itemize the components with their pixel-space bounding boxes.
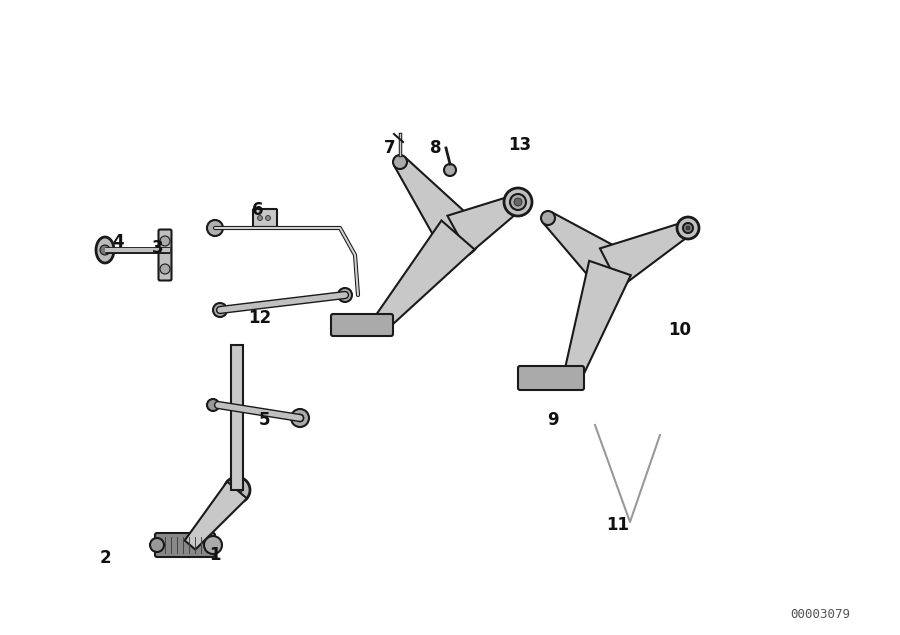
Circle shape [444,164,456,176]
Circle shape [677,217,699,239]
Circle shape [217,307,223,313]
Circle shape [588,246,632,290]
Circle shape [100,245,110,255]
Text: 12: 12 [248,309,272,327]
FancyBboxPatch shape [518,366,584,390]
Circle shape [160,264,170,274]
Text: 8: 8 [430,139,442,157]
Circle shape [504,188,532,216]
Circle shape [342,292,348,298]
Ellipse shape [96,237,114,263]
Circle shape [510,194,526,210]
Polygon shape [231,345,243,490]
Circle shape [686,226,690,230]
Circle shape [541,211,555,225]
Polygon shape [184,481,247,549]
Circle shape [266,215,271,220]
Text: 7: 7 [384,139,396,157]
Polygon shape [447,195,522,254]
Circle shape [454,231,462,239]
Polygon shape [544,213,624,285]
Circle shape [160,236,170,246]
Circle shape [150,538,164,552]
FancyBboxPatch shape [158,229,172,281]
FancyBboxPatch shape [155,533,215,557]
Text: 4: 4 [112,233,124,251]
Circle shape [436,213,480,257]
Circle shape [232,485,242,495]
Text: 6: 6 [252,201,264,219]
Text: 11: 11 [607,516,629,534]
Circle shape [606,264,614,272]
Circle shape [204,536,222,554]
Circle shape [683,223,693,233]
Polygon shape [600,222,691,288]
Polygon shape [375,220,474,328]
FancyBboxPatch shape [253,209,277,227]
Text: 1: 1 [209,546,220,564]
Circle shape [338,288,352,302]
Polygon shape [394,157,475,249]
Circle shape [514,198,522,206]
Circle shape [213,303,227,317]
Text: 13: 13 [508,136,532,154]
Text: 3: 3 [152,239,164,257]
Text: 00003079: 00003079 [790,608,850,622]
Circle shape [600,258,620,278]
Text: 10: 10 [669,321,691,339]
Circle shape [296,414,304,422]
Circle shape [207,399,219,411]
Circle shape [257,215,263,220]
Text: 9: 9 [547,411,559,429]
Polygon shape [563,261,631,381]
Circle shape [291,409,309,427]
Circle shape [224,477,250,503]
Text: 5: 5 [259,411,271,429]
Text: 2: 2 [99,549,111,567]
Circle shape [207,220,223,236]
Circle shape [393,155,407,169]
FancyBboxPatch shape [331,314,393,336]
Circle shape [448,225,468,245]
